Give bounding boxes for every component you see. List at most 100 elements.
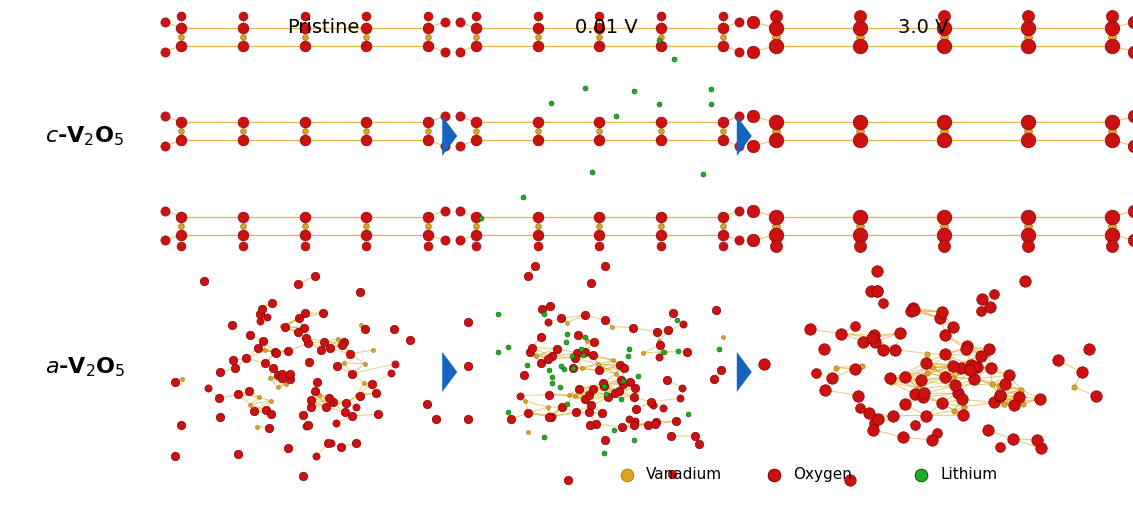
Point [1080, 345, 1098, 353]
Point [1104, 12, 1122, 20]
Point [459, 362, 477, 370]
Point [529, 136, 547, 144]
Point [521, 348, 539, 357]
Point [642, 398, 661, 406]
Point [538, 318, 556, 326]
Point [590, 222, 608, 230]
Point [853, 362, 871, 370]
Point [730, 142, 748, 150]
Point [912, 470, 930, 479]
Point [299, 358, 317, 366]
Point [625, 384, 644, 392]
Point [851, 42, 869, 50]
Point [1012, 386, 1030, 394]
Point [884, 411, 902, 420]
Point [467, 42, 485, 50]
Point [1104, 242, 1122, 250]
Point [419, 118, 437, 126]
Point [923, 363, 942, 371]
Point [281, 370, 299, 378]
Point [324, 398, 342, 406]
Point [435, 48, 453, 56]
Point [629, 371, 647, 380]
Point [401, 336, 419, 344]
Point [386, 360, 404, 368]
Point [851, 222, 869, 230]
Point [935, 222, 953, 230]
Point [982, 380, 1000, 388]
Point [981, 303, 999, 311]
Point [419, 33, 437, 41]
Text: $\mathit{a}$-V$_2$O$_5$: $\mathit{a}$-V$_2$O$_5$ [44, 355, 126, 379]
Point [307, 452, 325, 460]
Point [649, 353, 667, 361]
Point [263, 299, 281, 307]
Point [338, 399, 356, 407]
Point [598, 393, 616, 402]
Point [548, 344, 566, 352]
Point [290, 314, 308, 323]
Point [612, 376, 630, 384]
Point [714, 33, 732, 41]
Point [262, 410, 280, 419]
Point [273, 322, 291, 330]
Point [542, 413, 560, 421]
Point [765, 470, 783, 479]
Point [262, 397, 280, 405]
Point [543, 379, 561, 387]
Point [604, 356, 622, 364]
Point [766, 212, 784, 221]
Point [912, 377, 930, 385]
Point [289, 315, 307, 323]
Point [519, 409, 537, 417]
Point [435, 112, 453, 121]
Point [651, 212, 670, 221]
Point [932, 399, 951, 407]
Point [296, 309, 314, 318]
Text: 0.01 V: 0.01 V [574, 18, 638, 37]
Point [603, 322, 621, 330]
Point [866, 419, 884, 427]
Point [851, 33, 869, 41]
Point [418, 400, 436, 408]
Point [862, 287, 880, 295]
Point [467, 12, 485, 20]
Point [296, 33, 314, 41]
Point [714, 242, 732, 250]
Point [902, 307, 920, 315]
Point [915, 389, 934, 398]
Point [972, 307, 990, 315]
Point [590, 212, 608, 221]
Point [932, 308, 951, 316]
Point [917, 411, 935, 420]
Point [590, 12, 608, 20]
Point [1019, 33, 1037, 41]
Point [327, 419, 346, 427]
Point [256, 406, 274, 415]
Point [656, 348, 674, 356]
Point [957, 345, 976, 353]
Point [1016, 277, 1034, 285]
Point [712, 366, 730, 374]
Point [535, 432, 553, 441]
Point [580, 408, 598, 416]
Point [540, 302, 559, 310]
Point [936, 328, 954, 336]
Point [991, 443, 1010, 451]
Point [868, 287, 886, 295]
Point [357, 42, 375, 50]
Point [296, 212, 314, 221]
Point [235, 42, 253, 50]
Point [1019, 127, 1037, 135]
Point [172, 375, 190, 383]
Point [270, 371, 288, 379]
Point [240, 387, 258, 396]
Point [516, 370, 534, 379]
Point [467, 33, 485, 41]
Point [854, 338, 872, 346]
Point [1019, 222, 1037, 230]
Point [730, 48, 748, 56]
Point [459, 318, 477, 326]
Point [275, 323, 293, 331]
Point [451, 112, 469, 121]
